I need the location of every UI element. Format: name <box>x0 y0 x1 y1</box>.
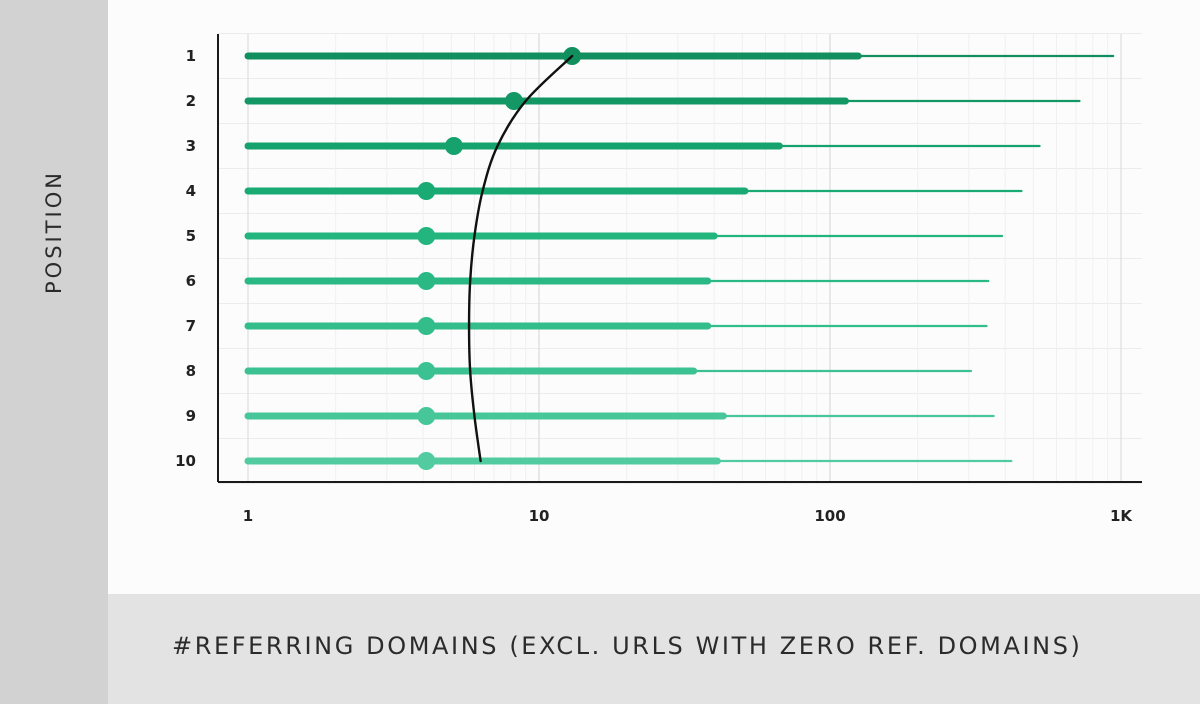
x-tick-label: 10 <box>529 507 550 525</box>
median-dot <box>417 452 436 470</box>
x-tick-label: 100 <box>814 507 845 525</box>
y-tick-label: 3 <box>186 137 196 155</box>
median-dot <box>417 317 436 335</box>
y-tick-label: 5 <box>186 227 196 245</box>
x-tick-label: 1K <box>1110 507 1133 525</box>
median-dot <box>417 407 436 425</box>
y-axis-band <box>0 0 108 704</box>
y-tick-label: 1 <box>186 47 196 65</box>
y-tick-label: 10 <box>175 452 196 470</box>
median-dot <box>417 272 436 290</box>
y-tick-label: 7 <box>186 317 196 335</box>
x-tick-label: 1 <box>243 507 253 525</box>
y-tick-label: 9 <box>186 407 196 425</box>
trend-curve <box>467 54 574 463</box>
median-dot <box>417 227 436 245</box>
x-axis-band <box>108 594 1200 704</box>
y-tick-label: 2 <box>186 92 196 110</box>
y-tick-label: 4 <box>186 182 196 200</box>
y-tick-label: 8 <box>186 362 196 380</box>
y-tick-label: 6 <box>186 272 196 290</box>
x-axis-label: #REFERRING DOMAINS (EXCL. URLS WITH ZERO… <box>172 632 1083 660</box>
median-dot <box>444 137 463 155</box>
median-dot <box>417 362 436 380</box>
chart: 1 10 100 1K 1 2 3 4 5 6 7 8 9 10 <box>175 33 1142 525</box>
median-dot <box>504 92 523 110</box>
median-dot <box>417 182 436 200</box>
